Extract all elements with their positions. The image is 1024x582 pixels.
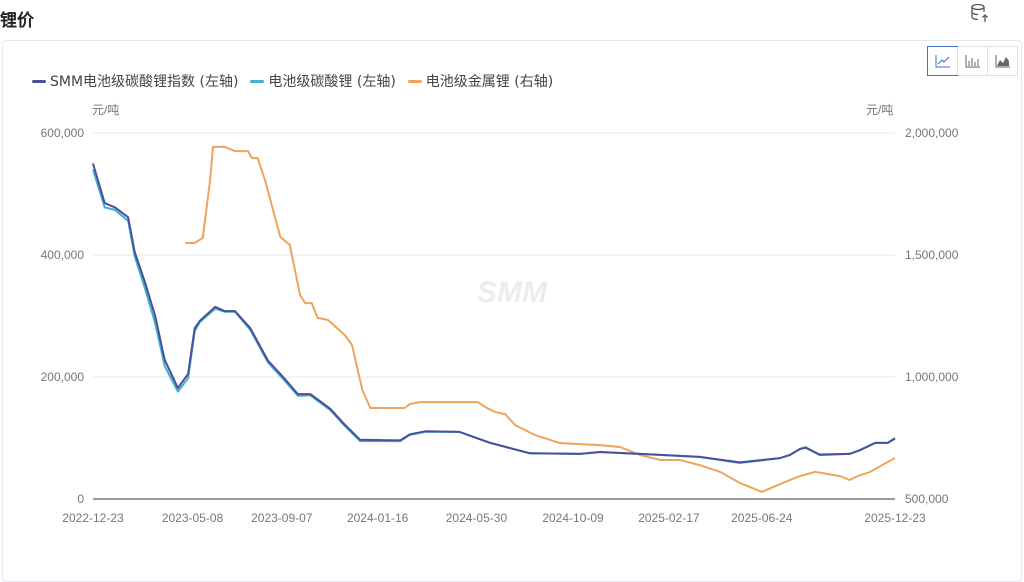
x-tick-label: 2024-10-09: [542, 511, 604, 525]
database-export-icon[interactable]: [969, 2, 991, 24]
legend: SMM电池级碳酸锂指数 (左轴) 电池级碳酸锂 (左轴) 电池级金属锂 (右轴): [32, 71, 553, 91]
x-tick-label: 2024-01-16: [347, 511, 409, 525]
line-chart: SMM 元/吨 元/吨 0 500,000 200,000 1,000,000 400,…: [41, 103, 959, 525]
y-right-tick-label: 1,000,000: [905, 370, 959, 384]
x-tick-label: 2022-12-23: [62, 511, 124, 525]
left-axis-unit: 元/吨: [92, 103, 119, 117]
area-chart-icon[interactable]: [987, 47, 1017, 75]
y-right-tick-label: 2,000,000: [905, 126, 959, 140]
legend-item[interactable]: 电池级金属锂 (右轴): [407, 71, 554, 91]
page-title: 锂价: [0, 11, 34, 31]
x-tick-label: 2023-09-07: [251, 511, 313, 525]
series-line-2: [185, 145, 896, 493]
line-chart-icon[interactable]: [927, 46, 958, 76]
legend-label: 电池级碳酸锂 (左轴): [268, 74, 396, 90]
x-tick-label: 2025-12-23: [864, 511, 926, 525]
series-line-1: [92, 169, 896, 464]
y-right-tick-label: 500,000: [905, 492, 949, 506]
y-right-tick-label: 1,500,000: [905, 248, 959, 262]
legend-item[interactable]: 电池级碳酸锂 (左轴): [250, 71, 396, 91]
right-axis-unit: 元/吨: [866, 103, 893, 117]
x-tick-label: 2025-02-17: [638, 511, 700, 525]
legend-item[interactable]: SMM电池级碳酸锂指数 (左轴): [32, 71, 238, 91]
legend-label: SMM电池级碳酸锂指数 (左轴): [50, 74, 239, 90]
x-tick-label: 2025-06-24: [731, 511, 793, 525]
x-tick-label: 2024-05-30: [446, 511, 508, 525]
watermark: SMM: [477, 276, 548, 309]
y-left-tick-label: 0: [77, 492, 84, 506]
bar-chart-icon[interactable]: [957, 47, 987, 75]
y-left-tick-label: 600,000: [41, 126, 85, 140]
y-left-tick-label: 400,000: [41, 248, 85, 262]
series-line-0: [92, 163, 896, 464]
y-left-tick-label: 200,000: [41, 370, 85, 384]
legend-label: 电池级金属锂 (右轴): [425, 74, 554, 90]
x-tick-label: 2023-05-08: [162, 511, 224, 525]
chart-type-switch: [927, 46, 1018, 76]
